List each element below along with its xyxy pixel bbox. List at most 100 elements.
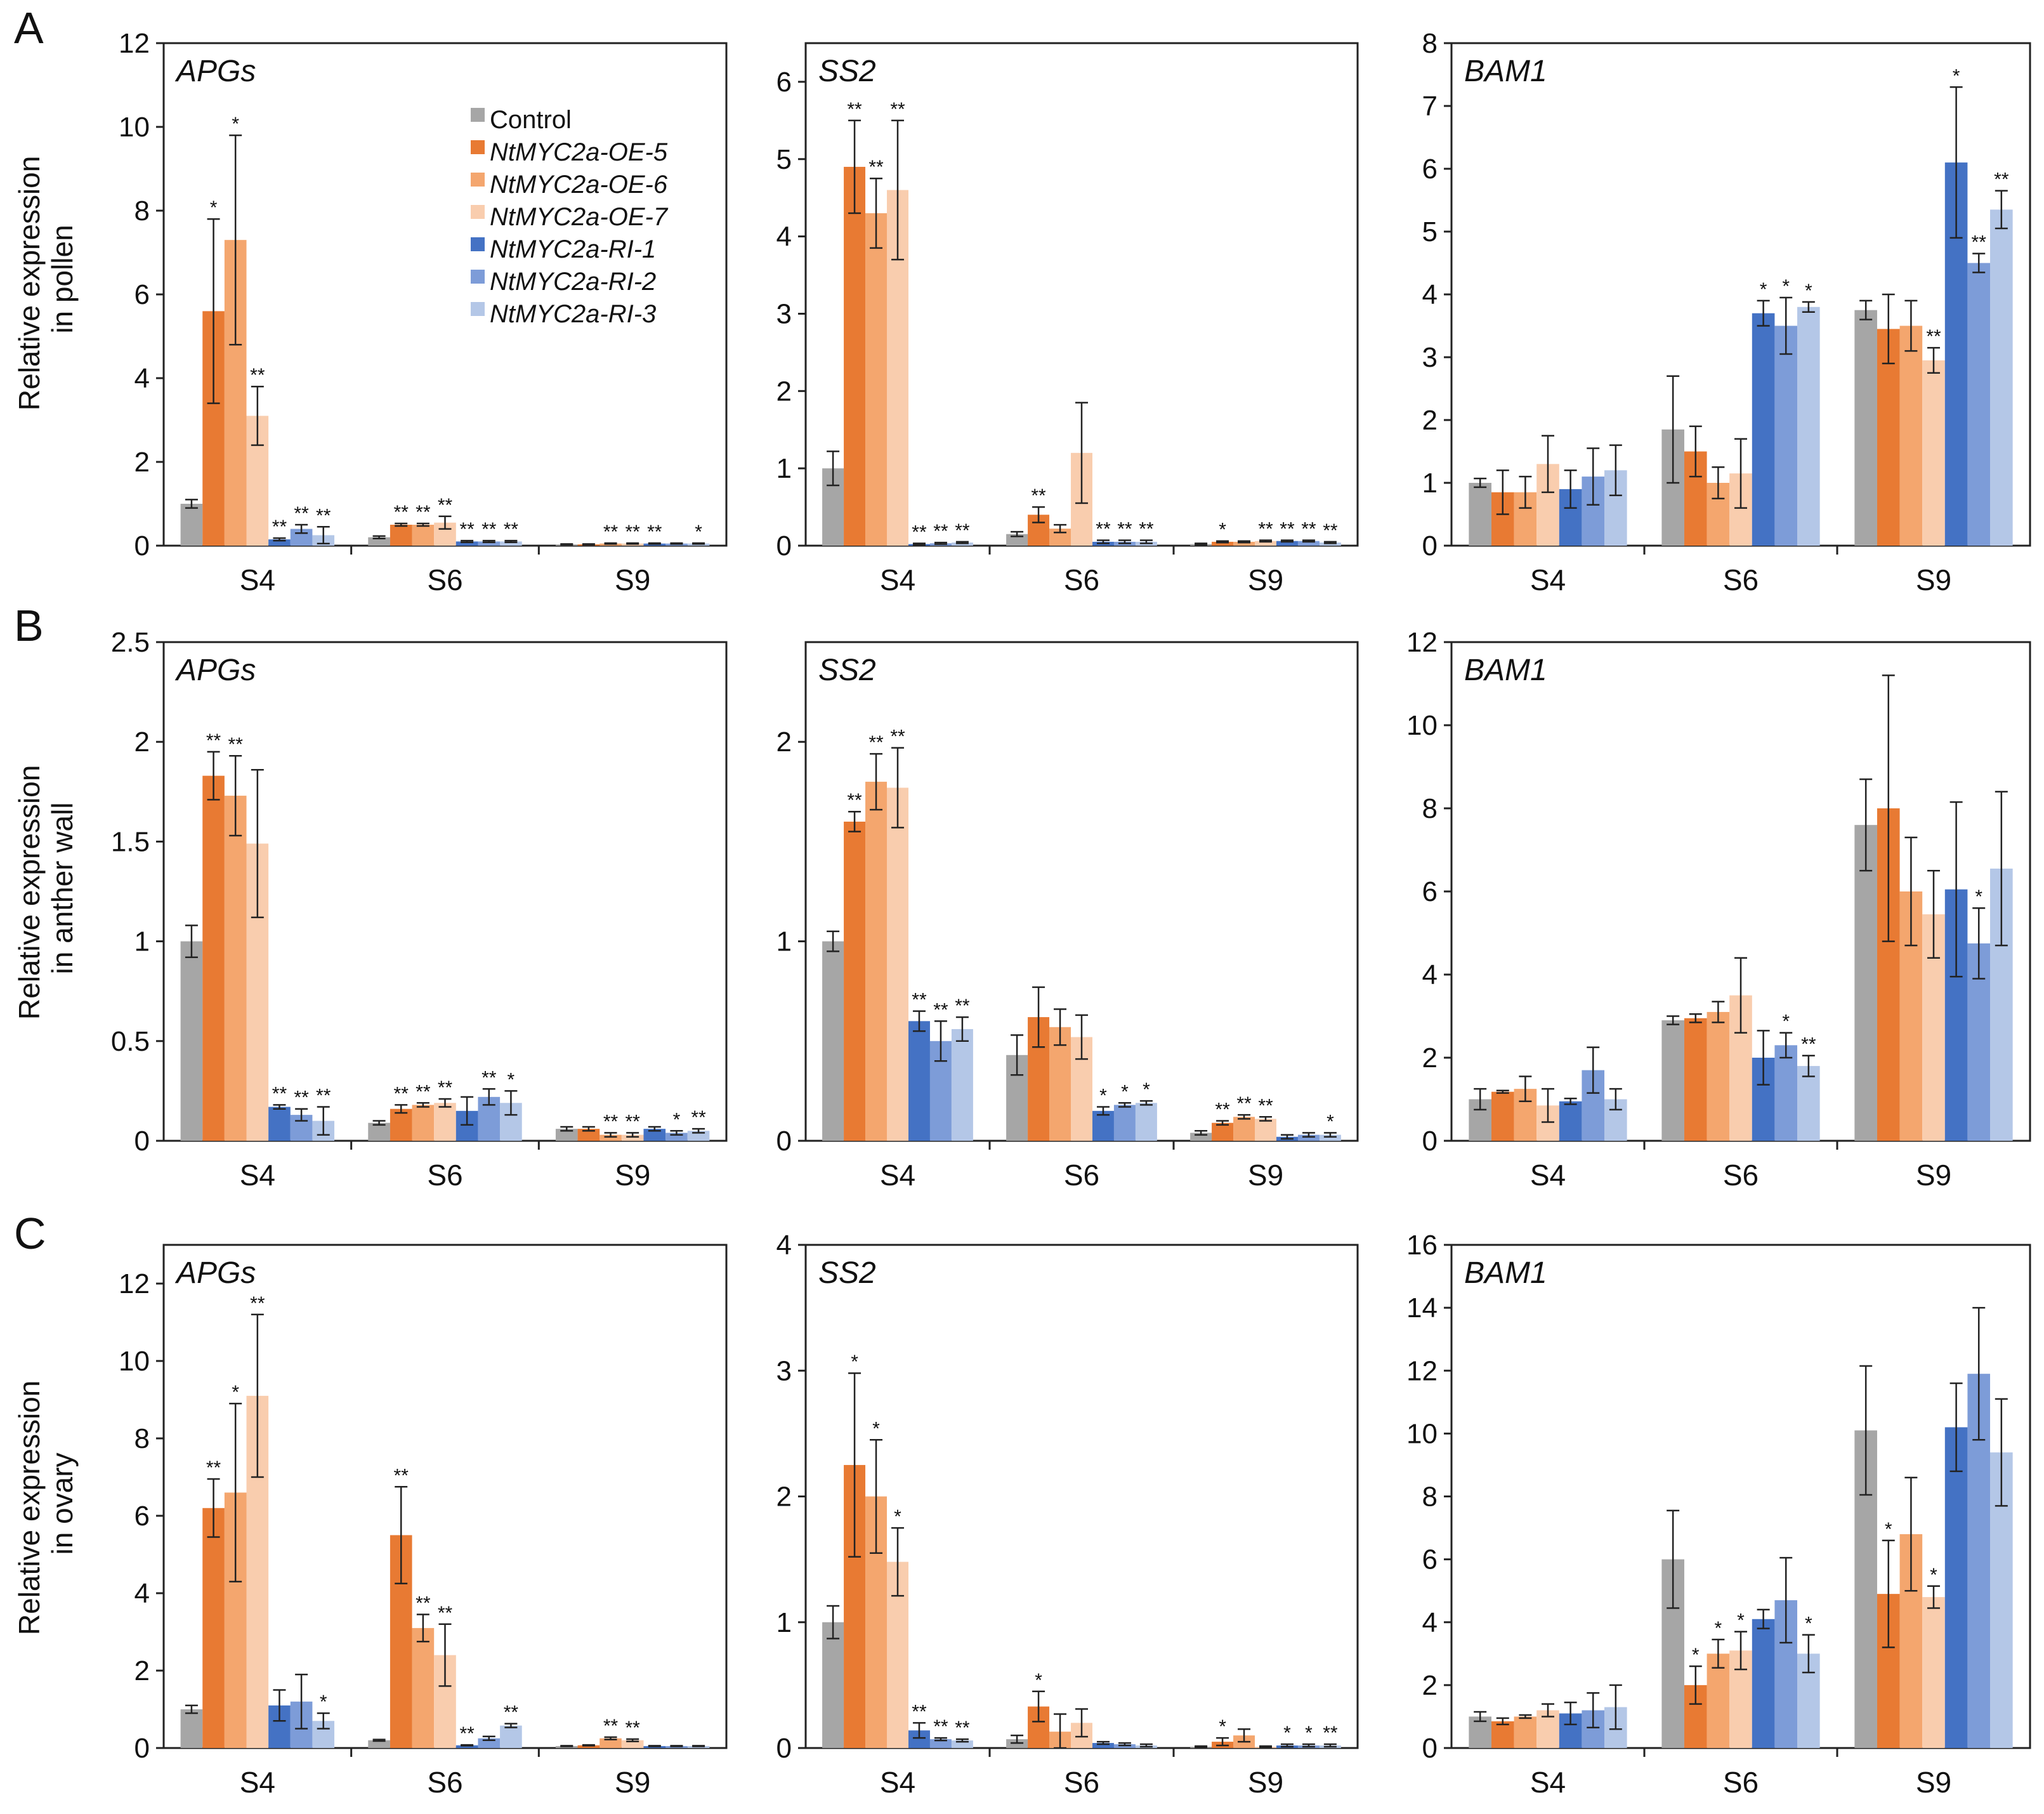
y-tick-label: 12 xyxy=(119,1268,150,1299)
y-tick-label: 0 xyxy=(1422,1733,1438,1764)
panel-letter-b: B xyxy=(14,601,44,650)
x-category-label: S4 xyxy=(240,563,275,596)
significance-label: * xyxy=(1975,886,1982,907)
significance-label: * xyxy=(1035,1670,1042,1691)
panel-title: SS2 xyxy=(818,1256,876,1290)
y-tick-label: 1 xyxy=(776,453,792,484)
ylabel-row-pollen-line1: Relative expression xyxy=(13,156,46,411)
y-tick-label: 8 xyxy=(1422,28,1438,59)
significance-label: ** xyxy=(272,1083,287,1104)
significance-label: ** xyxy=(1031,485,1046,506)
panel-title: SS2 xyxy=(818,654,876,687)
bar xyxy=(412,525,435,546)
legend-swatch-3 xyxy=(471,205,485,219)
bar xyxy=(1707,1011,1730,1141)
y-tick-label: 12 xyxy=(119,28,150,59)
x-category-label: S6 xyxy=(427,563,462,596)
significance-label: ** xyxy=(955,1718,970,1738)
y-tick-label: 0 xyxy=(1422,1126,1438,1157)
significance-label: ** xyxy=(1280,518,1295,539)
x-category-label: S6 xyxy=(1064,1766,1099,1799)
y-tick-label: 10 xyxy=(119,112,150,143)
y-tick-label: 0.5 xyxy=(111,1026,150,1057)
y-tick-label: 8 xyxy=(1422,793,1438,824)
ylabel-row-anther-wall: Relative expression in anther wall xyxy=(13,757,79,1020)
bar xyxy=(368,1122,390,1141)
significance-label: ** xyxy=(206,1457,221,1478)
bar xyxy=(412,1105,435,1141)
significance-label: ** xyxy=(955,996,970,1016)
bar xyxy=(1297,541,1320,546)
y-tick-label: 2 xyxy=(776,1482,792,1513)
significance-label: * xyxy=(1805,280,1812,301)
bar xyxy=(202,1508,225,1748)
ylabel-row-pollen-line2: in pollen xyxy=(46,225,79,333)
panel-title: APGs xyxy=(174,1256,256,1290)
x-category-label: S6 xyxy=(1723,1766,1759,1799)
bar xyxy=(844,821,866,1141)
significance-label: ** xyxy=(482,519,497,540)
significance-label: ** xyxy=(625,1111,640,1132)
x-category-label: S9 xyxy=(1248,563,1283,596)
y-tick-label: 2 xyxy=(134,447,150,478)
significance-label: ** xyxy=(1096,518,1111,539)
bar xyxy=(1967,263,1991,546)
bar xyxy=(887,787,908,1141)
significance-label: ** xyxy=(272,516,287,537)
significance-label: ** xyxy=(1301,518,1316,539)
significance-label: * xyxy=(872,1418,880,1439)
bar xyxy=(1707,1653,1730,1748)
y-tick-label: 8 xyxy=(134,1423,150,1454)
x-category-label: S6 xyxy=(427,1766,462,1799)
ylabel-row-ovary-line1: Relative expression xyxy=(13,1381,46,1635)
y-tick-label: 4 xyxy=(1422,1607,1438,1638)
bar xyxy=(577,1745,600,1748)
significance-label: ** xyxy=(438,1077,453,1098)
bar xyxy=(1559,1101,1582,1141)
bar xyxy=(1297,1134,1320,1141)
legend-swatch-1 xyxy=(471,140,485,154)
y-tick-label: 2.5 xyxy=(111,627,150,658)
y-tick-label: 0 xyxy=(134,1733,150,1764)
significance-label: ** xyxy=(438,1603,453,1624)
bar xyxy=(1684,1018,1707,1141)
significance-label: ** xyxy=(1139,518,1154,539)
x-category-label: S4 xyxy=(1530,1766,1566,1799)
significance-label: ** xyxy=(250,1293,265,1314)
significance-label: ** xyxy=(1258,518,1273,539)
significance-label: ** xyxy=(1323,520,1338,541)
bar xyxy=(368,537,390,546)
significance-label: ** xyxy=(1801,1034,1816,1055)
significance-label: ** xyxy=(603,522,619,542)
x-category-label: S6 xyxy=(1723,563,1759,596)
bar xyxy=(1135,1103,1157,1141)
significance-label: * xyxy=(894,1506,901,1527)
y-tick-label: 0 xyxy=(776,1126,792,1157)
bar xyxy=(1661,1020,1684,1141)
y-tick-label: 8 xyxy=(1422,1482,1438,1513)
bar xyxy=(1854,310,1877,546)
bar xyxy=(822,1622,844,1748)
y-tick-label: 2 xyxy=(776,376,792,407)
significance-label: ** xyxy=(1236,1093,1252,1114)
bar xyxy=(1113,1105,1136,1141)
x-category-label: S9 xyxy=(615,1766,650,1799)
significance-label: * xyxy=(1099,1086,1107,1107)
y-tick-label: 4 xyxy=(776,221,792,253)
significance-label: * xyxy=(1782,276,1790,297)
legend-label-5: NtMYC2a-RI-2 xyxy=(490,268,656,296)
significance-label: ** xyxy=(504,1702,519,1723)
bar xyxy=(268,1107,291,1141)
bar xyxy=(1491,1721,1514,1748)
legend-swatch-6 xyxy=(471,302,485,316)
bar xyxy=(599,1738,622,1748)
bar xyxy=(929,1739,952,1748)
x-category-label: S4 xyxy=(880,1159,915,1192)
bar xyxy=(268,539,291,546)
bar xyxy=(1255,541,1276,546)
significance-label: ** xyxy=(847,99,862,120)
x-category-label: S4 xyxy=(240,1159,275,1192)
bar xyxy=(180,1709,203,1748)
